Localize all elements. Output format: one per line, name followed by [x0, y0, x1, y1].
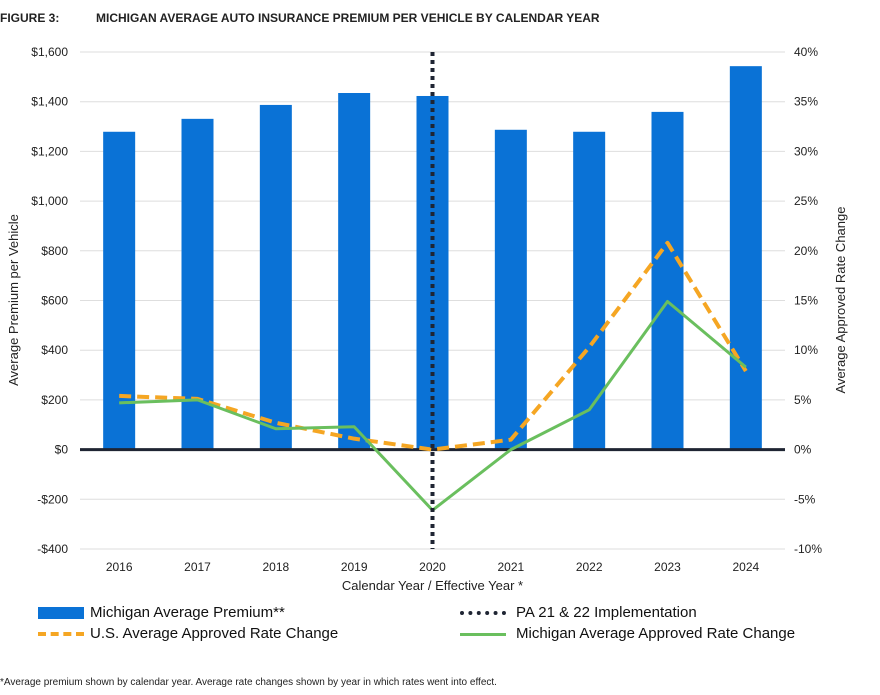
y-tick-label: $0: [55, 443, 69, 457]
bar-2018: [259, 104, 292, 450]
chart-title: MICHIGAN AVERAGE AUTO INSURANCE PREMIUM …: [96, 11, 600, 25]
y2-tick-label: 35%: [794, 95, 818, 109]
bar-2024: [729, 66, 762, 450]
chart-svg: -$400 -$200 $0 $200 $400 $600 $800 $1,000 $1,200…: [6, 45, 848, 593]
y-tick-label: $1,600: [31, 45, 68, 59]
y-tick-label: $1,400: [31, 95, 68, 109]
legend-swatch-bar: [38, 607, 84, 620]
legend-swatch-dashed: [38, 632, 84, 637]
x-tick-label: 2024: [732, 560, 759, 574]
y-tick-label: $800: [41, 244, 68, 258]
y2-tick-label: 0%: [794, 443, 812, 457]
legend-item-mi: Michigan Average Approved Rate Change: [460, 625, 795, 642]
y2-tick-label: 15%: [794, 294, 818, 308]
y2-tick-label: 40%: [794, 45, 818, 59]
legend-item-us: U.S. Average Approved Rate Change: [38, 625, 338, 642]
bar-2019: [338, 93, 371, 450]
y-tick-label: $200: [41, 393, 68, 407]
legend-swatch-solid: [460, 632, 506, 636]
x-tick-label: 2023: [654, 560, 681, 574]
y2-tick-label: 10%: [794, 343, 818, 357]
bar-2023: [651, 111, 684, 450]
y-axis-label: Average Premium per Vehicle: [6, 214, 21, 386]
y2-tick-label: 30%: [794, 144, 818, 158]
x-tick-label: 2016: [106, 560, 133, 574]
y-tick-label: $600: [41, 294, 68, 308]
y2-tick-label: -5%: [794, 492, 816, 506]
x-tick-label: 2022: [576, 560, 603, 574]
legend-label: Michigan Average Premium**: [90, 604, 285, 621]
bar-2021: [494, 129, 527, 450]
bar-2017: [181, 118, 214, 450]
x-tick-label: 2021: [497, 560, 524, 574]
x-tick-label: 2017: [184, 560, 211, 574]
x-tick-label: 2018: [262, 560, 289, 574]
legend-swatch-dotted: [460, 611, 506, 616]
x-axis-label: Calendar Year / Effective Year *: [342, 578, 523, 593]
x-tick-label: 2019: [341, 560, 368, 574]
y2-tick-label: 5%: [794, 393, 812, 407]
footnote: *Average premium shown by calendar year.…: [0, 677, 497, 688]
legend-item-premium: Michigan Average Premium**: [38, 604, 285, 621]
y2-axis-label: Average Approved Rate Change: [833, 207, 848, 394]
legend-label: Michigan Average Approved Rate Change: [516, 625, 796, 642]
y-tick-label: -$400: [37, 542, 68, 556]
y-tick-label: -$200: [37, 492, 68, 506]
y2-tick-label: 25%: [794, 194, 818, 208]
bar-2022: [573, 131, 606, 450]
y-tick-label: $1,000: [31, 194, 68, 208]
figure-label: FIGURE 3:: [0, 11, 60, 25]
legend-label: U.S. Average Approved Rate Change: [90, 625, 339, 642]
y-tick-label: $1,200: [31, 144, 68, 158]
x-tick-label: 2020: [419, 560, 446, 574]
y2-tick-label: -10%: [794, 542, 822, 556]
legend-label: PA 21 & 22 Implementation: [516, 604, 697, 621]
y2-tick-label: 20%: [794, 244, 818, 258]
legend-item-pa: PA 21 & 22 Implementation: [460, 604, 697, 621]
y-tick-label: $400: [41, 343, 68, 357]
